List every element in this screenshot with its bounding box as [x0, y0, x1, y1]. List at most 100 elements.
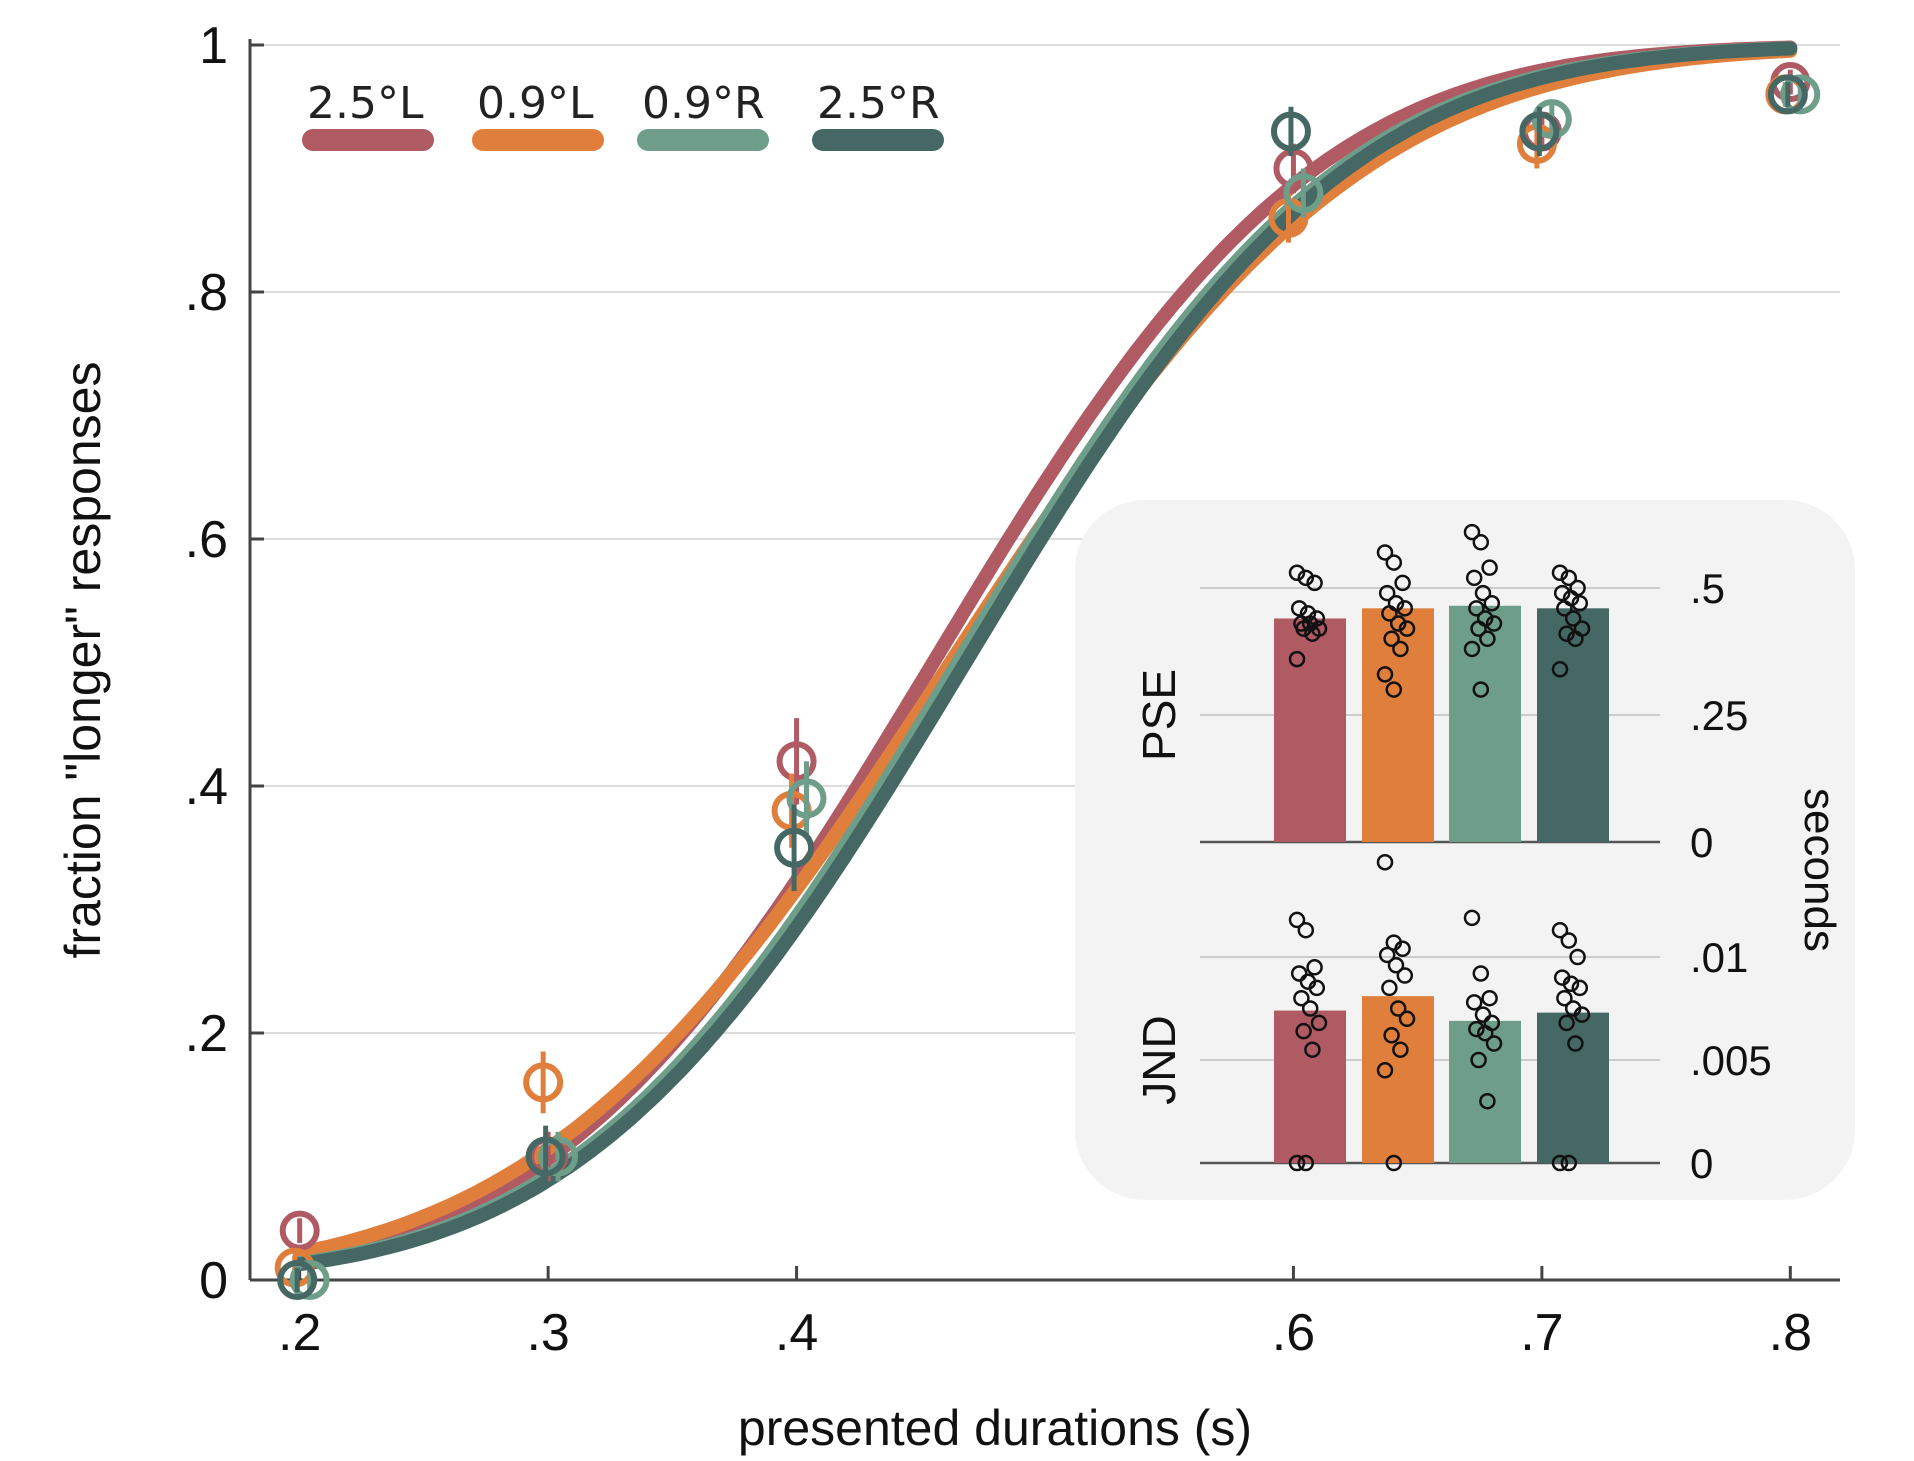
jnd-bar-3: [1537, 1012, 1609, 1163]
data-point-s3-p0: [277, 1260, 318, 1300]
pse-subject-point-2-10: [1479, 630, 1496, 648]
inset-seconds-label: seconds: [1795, 788, 1844, 952]
jnd-subject-point-3-9: [1558, 1014, 1575, 1032]
pse-subject-point-1-2: [1394, 574, 1411, 592]
jnd-subject-point-0-12: [1297, 1154, 1315, 1172]
pse-subject-point-3-1: [1560, 569, 1578, 587]
pse-subject-point-0-11: [1288, 650, 1306, 668]
jnd-subject-point-1-6: [1381, 979, 1398, 997]
data-point-s2-p3: [1283, 173, 1324, 214]
data-point-s2-p4: [1531, 99, 1572, 140]
data-point-s3-p1: [525, 1136, 566, 1177]
jnd-subject-point-3-2: [1569, 948, 1586, 966]
pse-tick-label-1: .25: [1690, 692, 1748, 739]
jnd-subject-point-0-0: [1288, 911, 1306, 929]
pse-title: PSE: [1133, 669, 1185, 761]
y-tick-label-1: .2: [185, 1005, 228, 1063]
pse-subject-point-2-3: [1465, 569, 1483, 587]
jnd-subject-point-0-10: [1304, 1041, 1321, 1058]
pse-subject-point-2-0: [1463, 523, 1481, 541]
jnd-tick-label-0: 0: [1690, 1140, 1713, 1187]
jnd-subject-point-1-0: [1376, 853, 1394, 871]
pse-tick-label-0: 0: [1690, 819, 1713, 866]
data-point-s2-p5: [1780, 74, 1821, 115]
pse-subject-point-2-11: [1463, 640, 1481, 658]
data-point-s1-p1: [523, 1062, 564, 1103]
pse-subject-point-1-5: [1396, 600, 1414, 617]
jnd-subject-point-1-8: [1398, 1010, 1416, 1028]
pse-bar-1: [1362, 608, 1434, 842]
pse-subject-point-2-2: [1481, 559, 1498, 576]
pse-subject-point-2-6: [1468, 600, 1485, 617]
pse-subject-point-2-5: [1483, 594, 1501, 612]
jnd-subject-point-1-11: [1376, 1062, 1394, 1079]
pse-panel: 0 .25 .5 PSE: [1133, 523, 1748, 866]
legend-label-1: 0.9°L: [477, 78, 594, 129]
x-axis-label: presented durations (s): [738, 1400, 1252, 1456]
pse-subject-point-1-3: [1378, 584, 1396, 602]
jnd-subject-point-3-1: [1560, 932, 1578, 949]
jnd-subject-point-0-1: [1297, 921, 1315, 939]
jnd-subject-point-2-8: [1485, 1035, 1503, 1052]
jnd-subject-point-0-5: [1308, 979, 1326, 997]
pse-subject-point-3-9: [1558, 625, 1575, 642]
jnd-subject-point-0-11: [1288, 1154, 1306, 1172]
jnd-subject-point-2-4: [1474, 1006, 1492, 1023]
pse-subject-point-0-0: [1288, 564, 1306, 582]
data-point-s2-p2: [786, 778, 827, 819]
pse-subject-point-1-1: [1385, 554, 1403, 571]
pse-subject-point-2-8: [1485, 615, 1503, 632]
jnd-subject-point-1-10: [1392, 1041, 1409, 1058]
pse-subject-point-0-2: [1306, 574, 1323, 592]
jnd-subject-point-0-9: [1295, 1022, 1312, 1040]
data-point-s0-p0: [279, 1210, 320, 1251]
jnd-subject-point-3-6: [1556, 989, 1573, 1007]
jnd-subject-point-2-3: [1465, 994, 1483, 1011]
jnd-title: JND: [1133, 1015, 1185, 1104]
legend: 2.5°L 0.9°L 0.9°R 2.5°R: [302, 78, 944, 151]
data-point-s3-p4: [1519, 111, 1560, 152]
jnd-subject-point-0-3: [1290, 965, 1308, 982]
jnd-tick-label-1: .005: [1690, 1037, 1772, 1084]
pse-subject-point-2-1: [1472, 534, 1490, 551]
jnd-subject-point-1-9: [1383, 1027, 1400, 1044]
data-markers: [274, 62, 1821, 1300]
pse-subject-point-1-12: [1385, 681, 1403, 698]
pse-subject-point-3-0: [1551, 564, 1569, 582]
pse-subject-point-2-12: [1472, 681, 1490, 698]
jnd-subject-point-2-6: [1468, 1020, 1485, 1038]
pse-subject-point-1-0: [1376, 544, 1394, 561]
jnd-subject-point-1-3: [1378, 946, 1396, 964]
jnd-subject-point-2-1: [1472, 965, 1490, 982]
jnd-subject-point-2-10: [1479, 1092, 1496, 1110]
pse-subject-point-2-9: [1470, 620, 1487, 637]
jnd-subject-point-1-7: [1389, 1000, 1407, 1017]
jnd-subject-point-3-10: [1567, 1035, 1584, 1052]
jnd-subject-point-2-0: [1463, 909, 1481, 927]
jnd-bar-1: [1362, 996, 1434, 1163]
pse-subject-point-3-6: [1556, 600, 1573, 617]
jnd-subject-point-0-6: [1293, 989, 1310, 1007]
data-point-s3-p5: [1767, 74, 1808, 115]
legend-label-0: 2.5°L: [307, 78, 424, 129]
inset-panel: 0 .25 .5 PSE 0 .005 .01 JND seconds: [1075, 500, 1855, 1200]
jnd-subject-point-1-12: [1385, 1154, 1403, 1172]
jnd-subject-point-3-5: [1571, 979, 1589, 997]
pse-bar-2: [1449, 605, 1521, 842]
y-tick-label-5: 1: [199, 17, 228, 75]
jnd-subject-point-0-8: [1310, 1014, 1328, 1032]
pse-subject-point-0-3: [1290, 600, 1308, 617]
jnd-subject-point-2-9: [1470, 1051, 1487, 1069]
jnd-subject-point-3-12: [1560, 1154, 1578, 1172]
pse-tick-label-2: .5: [1690, 565, 1725, 612]
main-axes: 0 .2 .4 .6 .8 1 .2 .3 .4 .6 .7 .8: [185, 17, 1840, 1362]
jnd-bar-2: [1449, 1020, 1521, 1163]
y-axis-label: fraction "longer" responses: [55, 362, 111, 959]
pse-subject-point-3-10: [1567, 630, 1584, 648]
x-tick-label-3: .6: [1272, 1304, 1315, 1362]
jnd-subject-point-1-4: [1387, 956, 1405, 974]
data-point-s2-p1: [538, 1136, 579, 1177]
x-tick-label-4: .7: [1520, 1304, 1563, 1362]
legend-label-3: 2.5°R: [817, 78, 940, 129]
pse-subject-point-1-6: [1381, 605, 1398, 622]
